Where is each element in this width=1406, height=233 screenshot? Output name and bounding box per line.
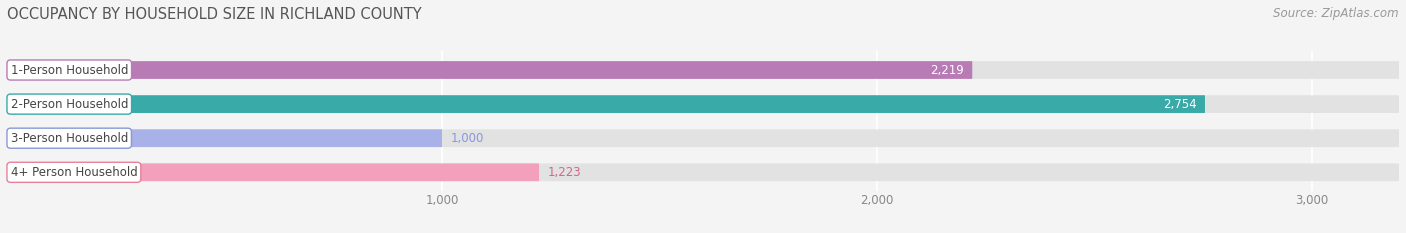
FancyBboxPatch shape xyxy=(7,61,973,79)
Text: 1-Person Household: 1-Person Household xyxy=(10,64,128,76)
FancyBboxPatch shape xyxy=(7,163,1399,181)
Text: 1,223: 1,223 xyxy=(548,166,581,179)
Text: 3-Person Household: 3-Person Household xyxy=(10,132,128,145)
FancyBboxPatch shape xyxy=(7,95,1205,113)
Text: Source: ZipAtlas.com: Source: ZipAtlas.com xyxy=(1274,7,1399,20)
FancyBboxPatch shape xyxy=(7,163,538,181)
Text: 2-Person Household: 2-Person Household xyxy=(10,98,128,111)
FancyBboxPatch shape xyxy=(7,129,441,147)
Text: 2,754: 2,754 xyxy=(1163,98,1197,111)
FancyBboxPatch shape xyxy=(7,129,1399,147)
Text: 1,000: 1,000 xyxy=(451,132,484,145)
Text: OCCUPANCY BY HOUSEHOLD SIZE IN RICHLAND COUNTY: OCCUPANCY BY HOUSEHOLD SIZE IN RICHLAND … xyxy=(7,7,422,22)
FancyBboxPatch shape xyxy=(7,61,1399,79)
Text: 4+ Person Household: 4+ Person Household xyxy=(10,166,138,179)
FancyBboxPatch shape xyxy=(7,95,1399,113)
Text: 2,219: 2,219 xyxy=(929,64,963,76)
